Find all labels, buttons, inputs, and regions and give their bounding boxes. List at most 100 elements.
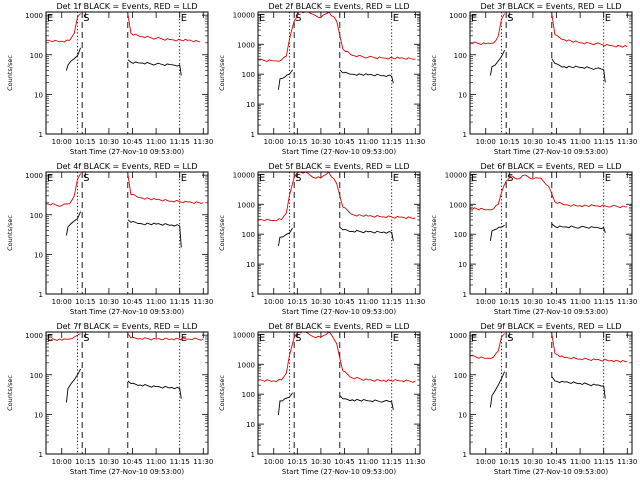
y-tick-label: 1000 <box>449 201 467 209</box>
x-tick-label: 11:30 <box>193 298 213 306</box>
marker-label: E <box>181 13 187 24</box>
marker-label: E <box>259 13 265 24</box>
plot-frame <box>469 171 633 295</box>
y-tick-label: 100 <box>454 372 467 380</box>
marker-label: E <box>393 333 399 344</box>
x-tick-label: 10:15 <box>499 138 519 146</box>
x-tick-label: 10:45 <box>546 298 566 306</box>
x-tick-label: 10:15 <box>287 138 307 146</box>
panel-title: Det 3f BLACK = Events, RED = LLD <box>480 2 621 11</box>
y-tick-label: 10 <box>246 261 255 269</box>
x-tick-label: 11:00 <box>146 138 166 146</box>
x-tick-label: 10:00 <box>264 138 284 146</box>
y-tick-label: 10000 <box>233 11 255 19</box>
y-tick-label: 1000 <box>449 12 467 20</box>
x-tick-label: 10:15 <box>499 458 519 466</box>
y-tick-label: 1000 <box>449 332 467 340</box>
x-tick-label: 11:00 <box>146 298 166 306</box>
lld-series-line <box>258 172 416 222</box>
x-tick-label: 11:30 <box>405 458 425 466</box>
x-axis-label: Start Time (27-Nov-10 09:53:00) <box>70 468 184 476</box>
events-series-line <box>277 226 394 247</box>
y-tick-label: 1000 <box>25 12 43 20</box>
x-tick-label: 10:15 <box>75 458 95 466</box>
y-tick-label: 100 <box>30 212 43 220</box>
x-axis-label: Start Time (27-Nov-10 09:53:00) <box>494 308 608 316</box>
marker-label: E <box>393 173 399 184</box>
x-tick-label: 11:15 <box>382 458 402 466</box>
panel-det-7: Det 7f BLACK = Events, RED = LLD Counts/s… <box>6 322 213 476</box>
x-tick-label: 11:15 <box>594 458 614 466</box>
x-tick-label: 11:30 <box>617 298 637 306</box>
x-tick-label: 11:30 <box>193 138 213 146</box>
x-tick-label: 11:30 <box>405 298 425 306</box>
marker-label: E <box>605 13 611 24</box>
events-series-line <box>489 223 606 241</box>
x-axis-label: Start Time (27-Nov-10 09:53:00) <box>494 468 608 476</box>
x-tick-label: 11:15 <box>382 138 402 146</box>
panel-det-3: Det 3f BLACK = Events, RED = LLD Counts/s… <box>430 2 637 156</box>
lld-series-line <box>470 13 628 48</box>
x-axis-label: Start Time (27-Nov-10 09:53:00) <box>282 468 396 476</box>
x-tick-label: 10:45 <box>122 138 142 146</box>
y-tick-label: 10 <box>34 411 43 419</box>
y-tick-label: 100 <box>30 52 43 60</box>
y-tick-label: 100 <box>242 391 255 399</box>
y-tick-label: 1 <box>463 291 467 299</box>
x-axis-label: Start Time (27-Nov-10 09:53:00) <box>494 148 608 156</box>
y-tick-label: 1000 <box>25 172 43 180</box>
y-tick-label: 10000 <box>445 171 467 179</box>
x-tick-label: 11:00 <box>570 138 590 146</box>
lld-series-line <box>46 173 204 207</box>
x-tick-label: 10:45 <box>122 458 142 466</box>
y-tick-label: 1 <box>463 451 467 459</box>
x-axis-label: Start Time (27-Nov-10 09:53:00) <box>70 148 184 156</box>
panel-title: Det 8f BLACK = Events, RED = LLD <box>268 322 409 331</box>
y-tick-label: 10000 <box>233 171 255 179</box>
plot-frame <box>469 331 633 455</box>
y-tick-label: 10 <box>246 421 255 429</box>
events-series-line <box>65 47 182 76</box>
y-axis-label: Counts/sec <box>430 215 438 251</box>
y-tick-label: 1000 <box>237 41 255 49</box>
plot-frame <box>45 11 209 135</box>
plot-frame <box>45 171 209 295</box>
x-tick-label: 11:30 <box>617 138 637 146</box>
x-tick-label: 11:30 <box>405 138 425 146</box>
x-tick-label: 10:30 <box>523 458 543 466</box>
y-tick-label: 10 <box>458 91 467 99</box>
y-axis-label: Counts/sec <box>218 55 226 91</box>
events-series-line <box>489 371 606 408</box>
x-tick-label: 10:15 <box>75 138 95 146</box>
x-tick-label: 11:30 <box>193 458 213 466</box>
plot-frame <box>469 11 633 135</box>
x-tick-label: 10:30 <box>523 138 543 146</box>
lld-series-line <box>258 12 416 63</box>
x-tick-label: 10:00 <box>52 458 72 466</box>
y-tick-label: 10 <box>34 91 43 99</box>
x-tick-label: 10:15 <box>287 458 307 466</box>
panel-det-4: Det 4f BLACK = Events, RED = LLD Counts/s… <box>6 162 213 316</box>
x-tick-label: 10:15 <box>287 298 307 306</box>
marker-label: E <box>259 173 265 184</box>
lld-series-line <box>258 332 416 383</box>
lld-series-line <box>46 13 201 43</box>
x-axis-label: Start Time (27-Nov-10 09:53:00) <box>282 308 396 316</box>
panel-title: Det 1f BLACK = Events, RED = LLD <box>56 2 197 11</box>
y-axis-label: Counts/sec <box>6 215 14 251</box>
marker-label: E <box>605 333 611 344</box>
panel-det-6: Det 6f BLACK = Events, RED = LLD Counts/s… <box>430 162 637 316</box>
x-tick-label: 11:00 <box>570 298 590 306</box>
panel-det-2: Det 2f BLACK = Events, RED = LLD Counts/s… <box>218 2 425 156</box>
y-tick-label: 1000 <box>237 361 255 369</box>
x-tick-label: 10:15 <box>75 298 95 306</box>
x-tick-label: 11:15 <box>594 298 614 306</box>
x-tick-label: 10:00 <box>476 138 496 146</box>
panel-title: Det 4f BLACK = Events, RED = LLD <box>56 162 197 171</box>
marker-label: S <box>295 173 301 184</box>
plot-frame <box>45 331 209 455</box>
x-tick-label: 10:30 <box>523 298 543 306</box>
y-axis-label: Counts/sec <box>430 375 438 411</box>
lld-series-line <box>46 333 204 342</box>
